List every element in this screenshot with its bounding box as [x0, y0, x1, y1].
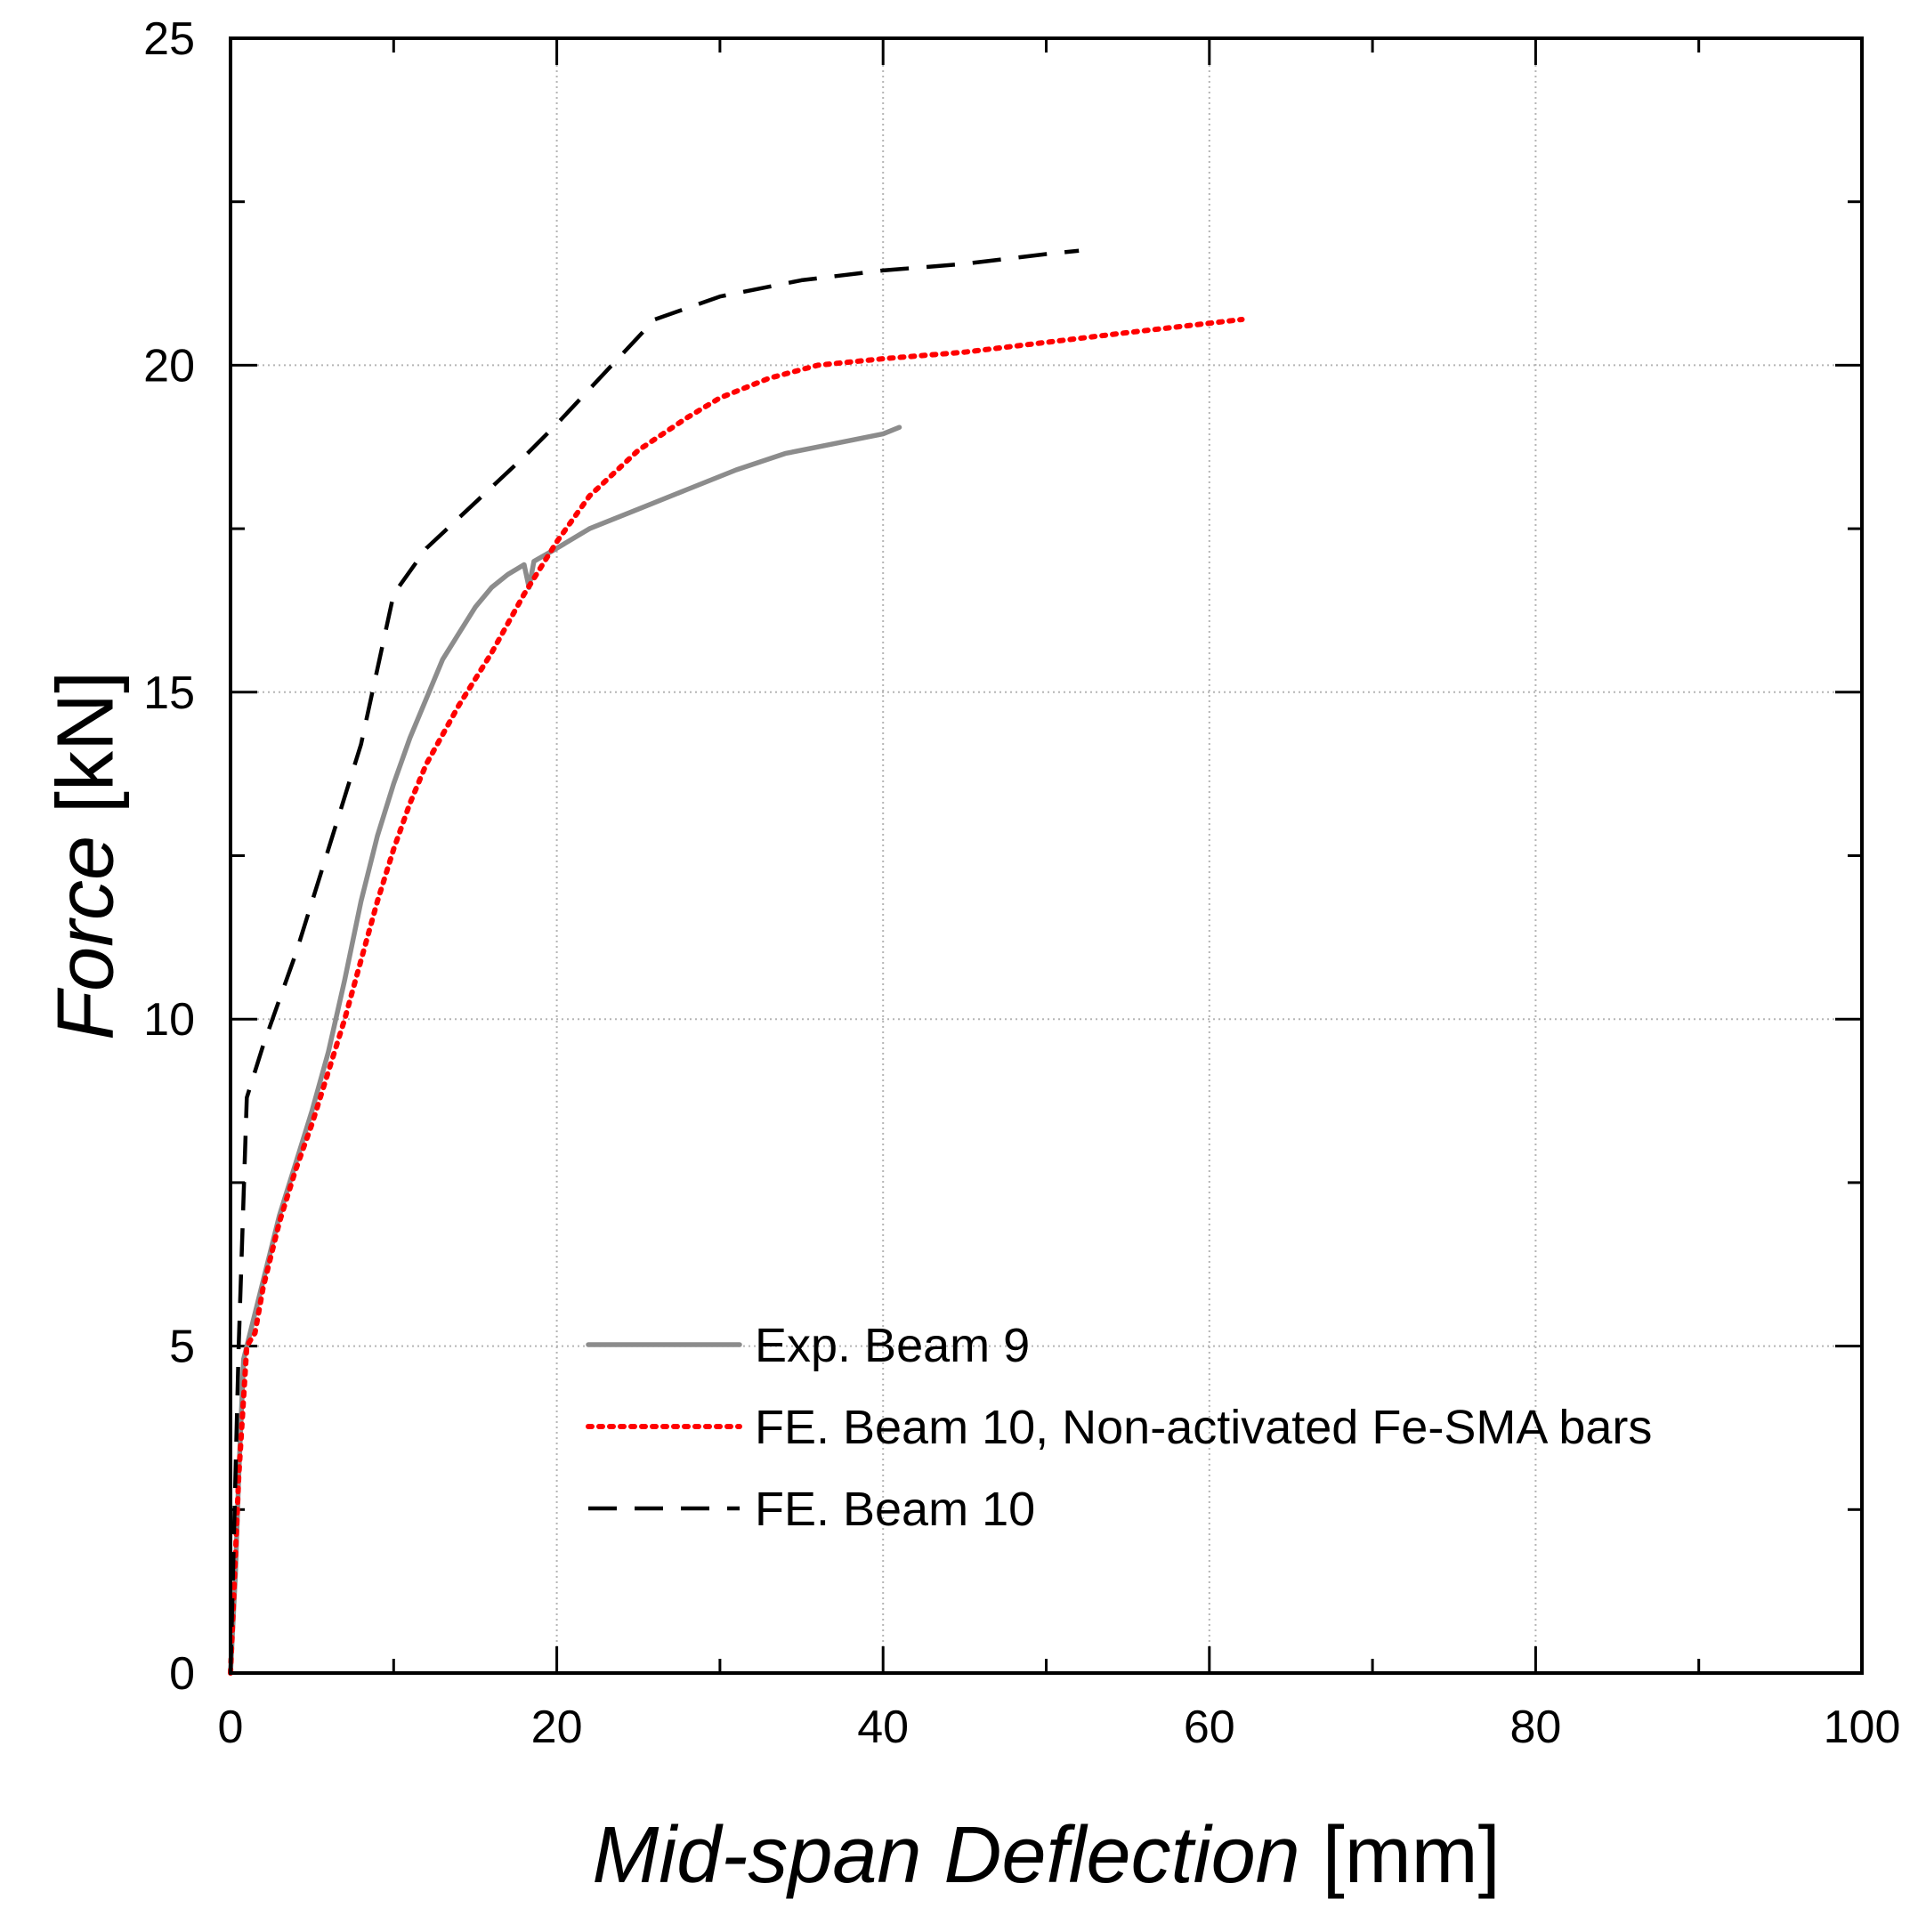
series-line-2 — [228, 317, 1245, 1676]
x-axis-title: Mid-span Deflection [mm] — [592, 1811, 1500, 1900]
y-tick-label: 10 — [143, 994, 195, 1046]
legend-label-2: FE. Beam 10, Non-activated Fe-SMA bars — [755, 1401, 1652, 1454]
y-tick-label: 20 — [143, 340, 195, 392]
series-line-3 — [228, 248, 1080, 1674]
series-group — [228, 248, 1245, 1676]
x-axis-title-unit: [mm] — [1300, 1811, 1501, 1900]
x-tick-label: 0 — [218, 1702, 244, 1753]
legend-label-3: FE. Beam 10 — [755, 1483, 1035, 1536]
legend-label-1: Exp. Beam 9 — [755, 1319, 1030, 1372]
y-tick-label: 15 — [143, 667, 195, 719]
y-axis-title-unit: [kN] — [42, 671, 131, 836]
x-tick-label: 80 — [1509, 1702, 1561, 1753]
legend: Exp. Beam 9 FE. Beam 10, Non-activated Fe… — [586, 1319, 1652, 1536]
y-tick-label: 25 — [143, 13, 195, 65]
tick-labels: 0 20 40 60 80 100 0 5 10 15 20 25 — [143, 13, 1900, 1753]
x-tick-label: 20 — [531, 1702, 583, 1753]
x-tick-label: 100 — [1824, 1702, 1901, 1753]
x-tick-label: 60 — [1184, 1702, 1235, 1753]
y-axis-title: Force [kN] — [42, 671, 131, 1040]
x-tick-label: 40 — [857, 1702, 909, 1753]
plot-frame — [229, 36, 1864, 1675]
y-axis-title-main: Force — [42, 836, 131, 1040]
grid — [231, 38, 1862, 1673]
x-axis-title-main: Mid-span Deflection — [592, 1811, 1299, 1900]
y-tick-label: 5 — [169, 1322, 195, 1373]
y-tick-label: 0 — [169, 1648, 195, 1700]
